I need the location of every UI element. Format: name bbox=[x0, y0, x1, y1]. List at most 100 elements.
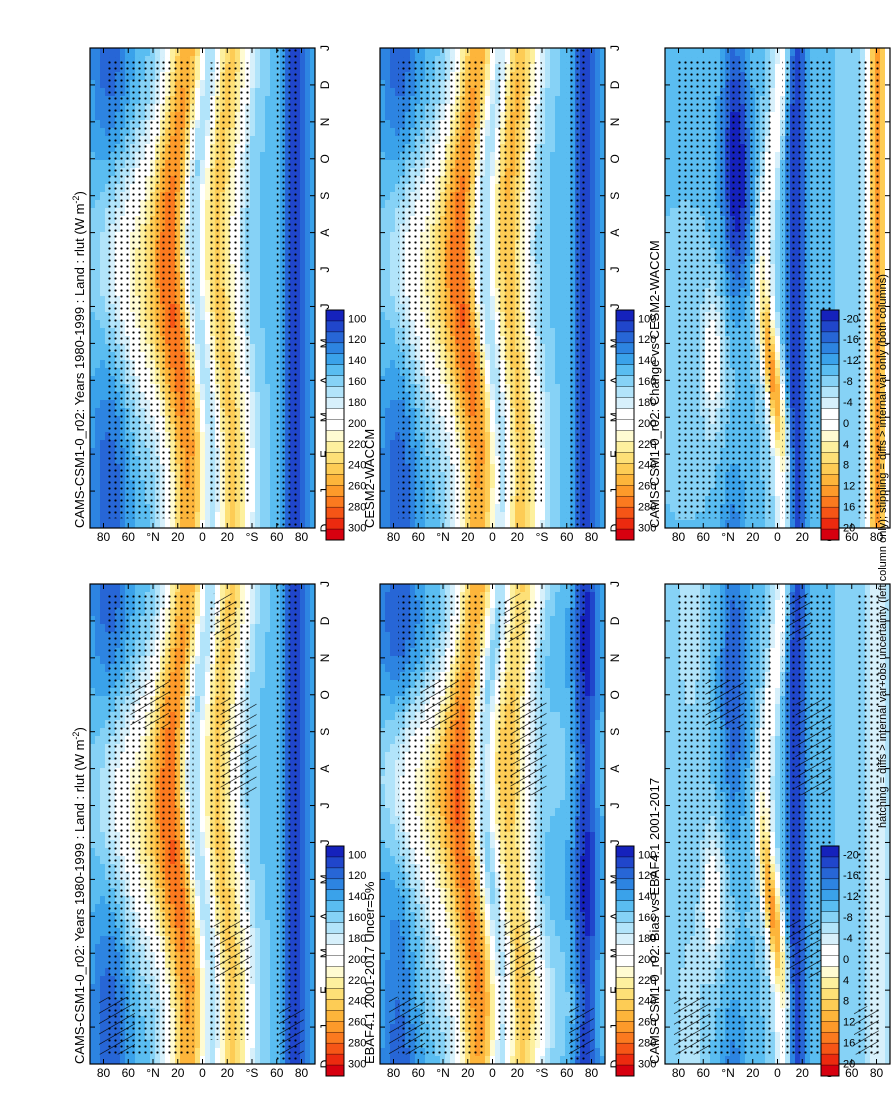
field-cell bbox=[200, 608, 205, 616]
field-cell bbox=[300, 328, 305, 336]
field-cell bbox=[260, 928, 265, 936]
field-cell bbox=[95, 384, 100, 392]
field-cell bbox=[260, 1000, 265, 1008]
field-cell bbox=[90, 1040, 95, 1048]
field-cell bbox=[300, 304, 305, 312]
field-cell bbox=[225, 504, 230, 512]
field-cell bbox=[200, 328, 205, 336]
field-cell bbox=[255, 160, 260, 168]
field-cell bbox=[90, 456, 95, 464]
field-cell bbox=[125, 1056, 130, 1064]
field-cell bbox=[200, 776, 205, 784]
field-cell bbox=[90, 680, 95, 688]
field-cell bbox=[95, 896, 100, 904]
field-cell bbox=[260, 664, 265, 672]
field-cell bbox=[135, 520, 140, 528]
field-cell bbox=[125, 584, 130, 592]
field-cell bbox=[95, 288, 100, 296]
field-cell bbox=[195, 216, 200, 224]
field-cell bbox=[90, 960, 95, 968]
field-cell bbox=[200, 688, 205, 696]
field-cell bbox=[300, 752, 305, 760]
field-cell bbox=[255, 824, 260, 832]
field-cell bbox=[255, 616, 260, 624]
field-cell bbox=[195, 448, 200, 456]
field-cell bbox=[260, 760, 265, 768]
field-cell bbox=[95, 680, 100, 688]
field-cell bbox=[195, 264, 200, 272]
field-cell bbox=[135, 1056, 140, 1064]
field-cell bbox=[90, 824, 95, 832]
field-cell bbox=[100, 920, 105, 928]
field-cell bbox=[260, 392, 265, 400]
field-cell bbox=[200, 720, 205, 728]
field-cell bbox=[200, 488, 205, 496]
field-cell bbox=[305, 760, 310, 768]
field-cell bbox=[305, 1008, 310, 1016]
field-cell bbox=[90, 144, 95, 152]
field-cell bbox=[95, 712, 100, 720]
field-cell bbox=[305, 1056, 310, 1064]
field-cell bbox=[140, 1056, 145, 1064]
field-cell bbox=[100, 832, 105, 840]
panel-title: CAMS-CSM1-0_r02: Years 1980-1999 : Land … bbox=[71, 191, 87, 528]
field-cell bbox=[95, 696, 100, 704]
field-cell bbox=[200, 672, 205, 680]
field-cell bbox=[200, 360, 205, 368]
field-cell bbox=[260, 520, 265, 528]
field-cell bbox=[200, 320, 205, 328]
field-cell bbox=[300, 992, 305, 1000]
field-cell bbox=[260, 984, 265, 992]
field-cell bbox=[90, 840, 95, 848]
field-cell bbox=[195, 464, 200, 472]
field-cell bbox=[305, 232, 310, 240]
field-cell bbox=[305, 336, 310, 344]
field-cell bbox=[305, 896, 310, 904]
field-cell bbox=[265, 264, 270, 272]
field-cell bbox=[305, 416, 310, 424]
field-cell bbox=[300, 872, 305, 880]
field-cell bbox=[220, 1048, 225, 1056]
field-cell bbox=[305, 496, 310, 504]
field-cell bbox=[245, 1048, 250, 1056]
field-cell bbox=[95, 136, 100, 144]
field-cell bbox=[265, 936, 270, 944]
field-cell bbox=[200, 408, 205, 416]
field-cell bbox=[305, 1000, 310, 1008]
colorbar-swatch bbox=[326, 999, 344, 1010]
field-cell bbox=[90, 304, 95, 312]
field-cell bbox=[260, 968, 265, 976]
field-cell bbox=[270, 216, 275, 224]
field-cell bbox=[195, 808, 200, 816]
field-cell bbox=[195, 864, 200, 872]
field-cell bbox=[195, 416, 200, 424]
field-cell bbox=[100, 1056, 105, 1064]
field-cell bbox=[305, 512, 310, 520]
field-cell bbox=[305, 648, 310, 656]
field-cell bbox=[195, 208, 200, 216]
field-cell bbox=[195, 720, 200, 728]
field-cell bbox=[95, 752, 100, 760]
field-cell bbox=[305, 672, 310, 680]
field-cell bbox=[260, 808, 265, 816]
field-cell bbox=[270, 776, 275, 784]
field-cell bbox=[305, 408, 310, 416]
field-cell bbox=[300, 944, 305, 952]
field-cell bbox=[270, 912, 275, 920]
field-cell bbox=[260, 152, 265, 160]
field-cell bbox=[195, 816, 200, 824]
field-cell bbox=[255, 408, 260, 416]
field-cell bbox=[95, 976, 100, 984]
field-cell bbox=[200, 160, 205, 168]
field-cell bbox=[155, 584, 160, 592]
field-cell bbox=[265, 272, 270, 280]
field-cell bbox=[100, 680, 105, 688]
field-cell bbox=[260, 352, 265, 360]
field-cell bbox=[270, 840, 275, 848]
field-cell bbox=[95, 608, 100, 616]
field-cell bbox=[90, 984, 95, 992]
colorbar-swatch bbox=[326, 944, 344, 955]
figure: CAMS-CSM1-0_r02: Years 1980-1999 : Land … bbox=[0, 0, 895, 1102]
field-cell bbox=[160, 520, 165, 528]
field-cell bbox=[130, 1056, 135, 1064]
